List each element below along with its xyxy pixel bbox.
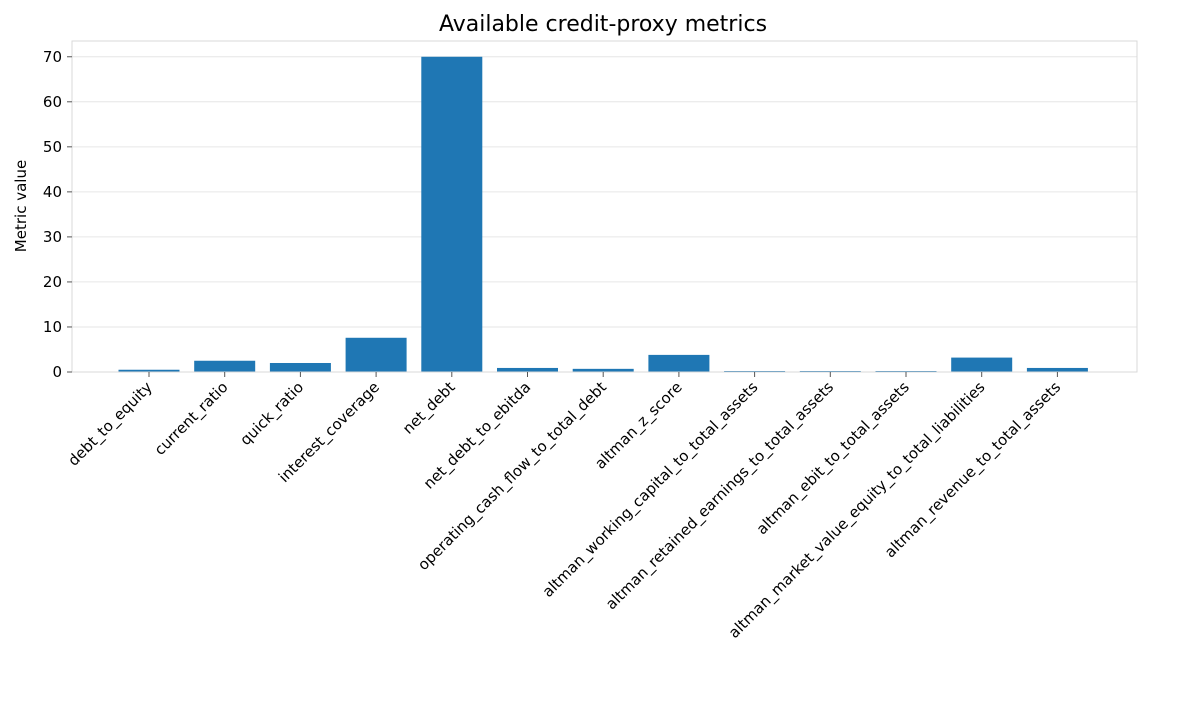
bar-operating-cash-flow-to-total-debt <box>572 368 634 372</box>
y-tick-label: 40 <box>43 183 62 201</box>
y-tick-label: 20 <box>43 273 62 291</box>
y-tick-label: 60 <box>43 93 62 111</box>
y-tick-label: 30 <box>43 228 62 246</box>
bar-altman-market-value-equity-to-total-liabilities <box>951 357 1013 372</box>
bar-net-debt-to-ebitda <box>497 367 558 372</box>
y-tick-label: 70 <box>43 48 62 66</box>
grid-lines <box>72 56 1137 373</box>
bar-quick-ratio <box>269 362 331 372</box>
bar-altman-z-score <box>648 354 710 372</box>
axes <box>71 40 1138 373</box>
y-tick-label: 10 <box>43 318 62 336</box>
bar-interest-coverage <box>345 337 407 372</box>
bar-net-debt <box>421 56 483 373</box>
bar-debt-to-equity <box>118 369 180 372</box>
y-axis-label: Metric value <box>12 160 30 252</box>
y-axis-ticks: 0 10 20 30 40 50 60 70 <box>43 48 72 381</box>
y-tick-label: 0 <box>52 363 62 381</box>
y-tick-label: 50 <box>43 138 62 156</box>
bars <box>118 56 1088 373</box>
bar-altman-revenue-to-total-assets <box>1026 367 1088 372</box>
bar-current-ratio <box>194 360 256 372</box>
chart-title: Available credit-proxy metrics <box>439 12 767 37</box>
plot-frame <box>71 40 1138 373</box>
